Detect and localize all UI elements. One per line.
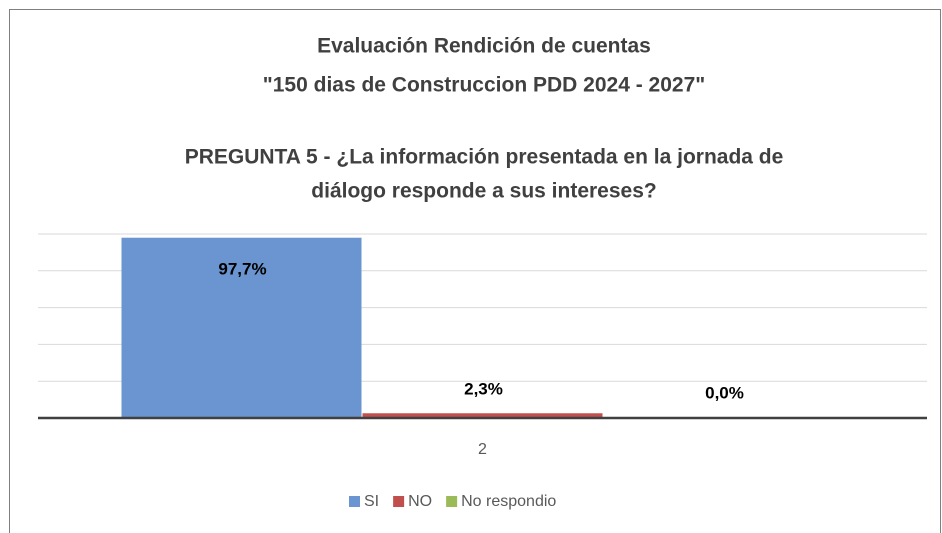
legend-swatch: [446, 496, 458, 507]
legend-label: No respondio: [461, 493, 556, 510]
data-label: 0,0%: [705, 383, 744, 402]
chart-title: PREGUNTA 5 - ¿La información presentada …: [185, 146, 784, 169]
legend-swatch: [393, 496, 405, 507]
legend-swatch: [349, 496, 360, 507]
chart-title: Evaluación Rendición de cuentas: [317, 35, 651, 58]
legend-label: SI: [364, 493, 379, 510]
data-label: 2,3%: [464, 379, 503, 398]
bar: [121, 237, 362, 419]
chart-title: "150 dias de Construccion PDD 2024 - 202…: [263, 74, 705, 97]
data-label: 97,7%: [218, 260, 266, 279]
chart-title: diálogo responde a sus intereses?: [311, 180, 656, 203]
x-tick-label: 2: [478, 441, 487, 458]
legend-label: NO: [408, 493, 432, 510]
